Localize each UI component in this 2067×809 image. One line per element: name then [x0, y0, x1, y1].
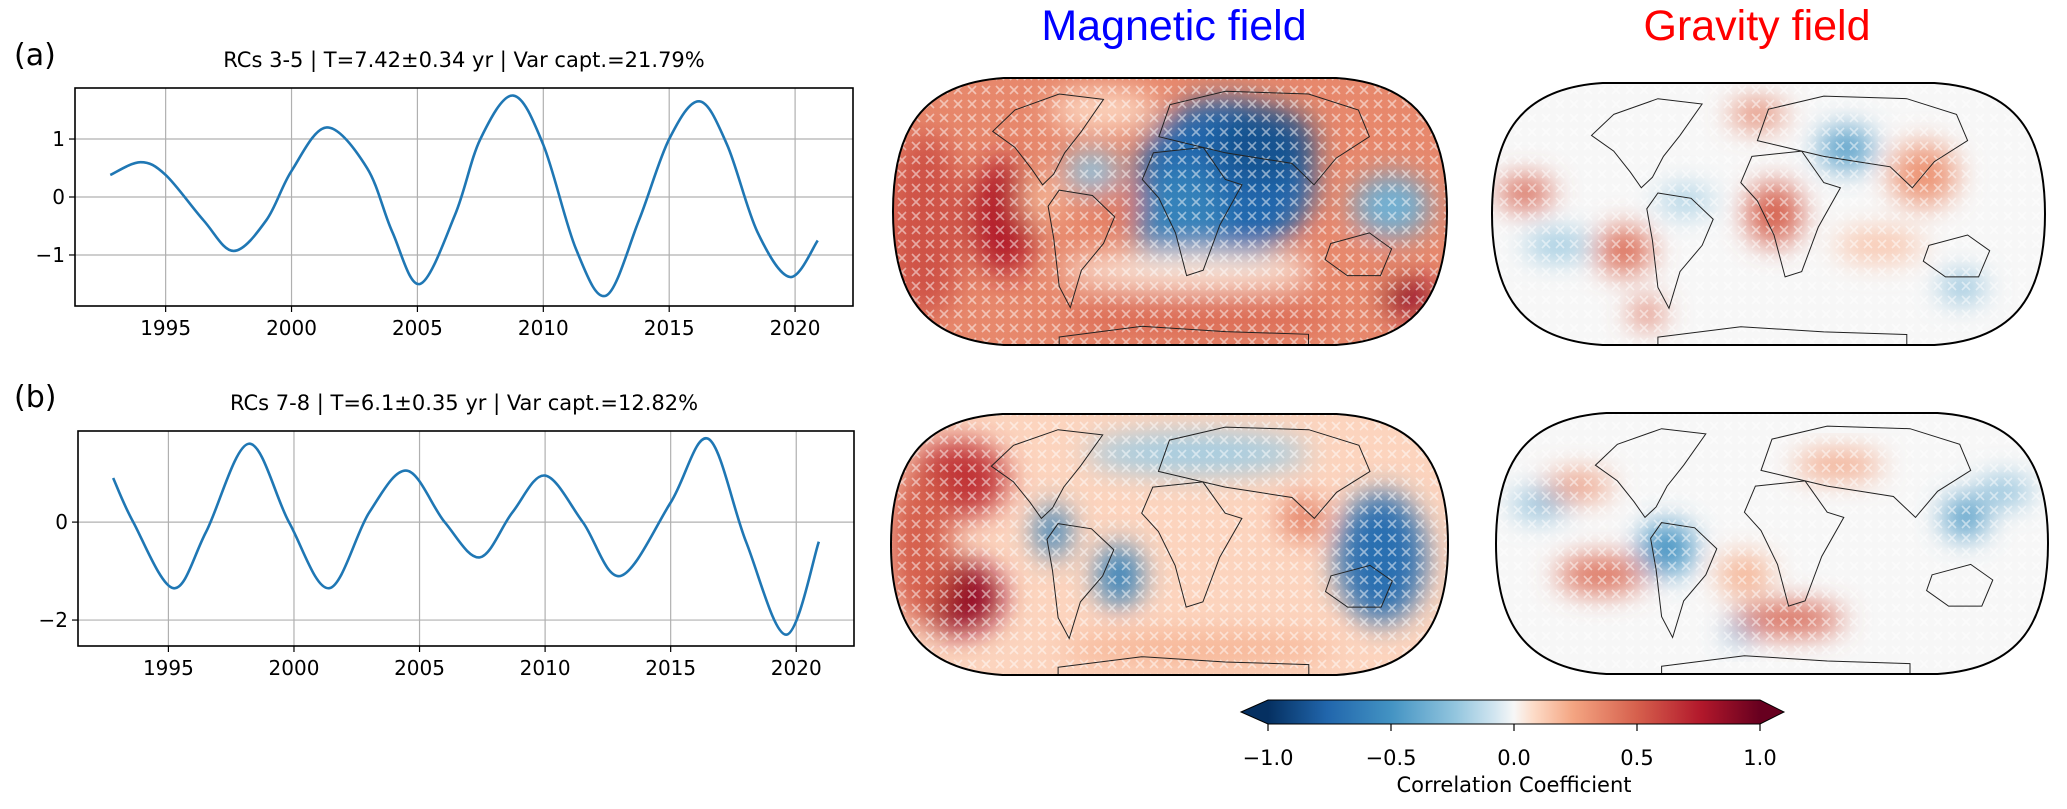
coastline: [1047, 189, 1116, 309]
x-tick-label: 2010: [520, 656, 571, 680]
x-tick-label: 2000: [266, 316, 317, 340]
x-tick-label: 2020: [771, 656, 822, 680]
colorbar-extend-high: [1760, 700, 1784, 724]
colorbar-tick-label: 0.5: [1620, 746, 1653, 770]
x-tick-label: 2015: [644, 316, 695, 340]
map-field: [1492, 83, 2045, 345]
line-plot-a: 1995 2000 2005 2010 2015 2020 −1 0 1: [36, 87, 854, 340]
map-field: [891, 414, 1448, 675]
map-outline: [889, 413, 1450, 676]
coastline: [1158, 90, 1371, 186]
coastline: [1324, 232, 1393, 277]
map-gravity-b: [1494, 412, 2050, 675]
y-tick-label: −2: [39, 608, 68, 632]
x-tick-label: 2010: [518, 316, 569, 340]
significance-hatching: [1496, 413, 2048, 674]
y-tick-label: 0: [55, 510, 68, 534]
y-tick-label: −1: [36, 243, 65, 267]
colorbar-tick-label: −1.0: [1243, 746, 1294, 770]
x-tick-label: 2020: [770, 316, 821, 340]
panel-label-b: (b): [14, 380, 57, 415]
y-tick-label: 0: [52, 185, 65, 209]
colorbar: −1.0 −0.5 0.0 0.5 1.0: [1239, 699, 1786, 770]
coastline: [1594, 428, 1707, 519]
coastline: [1650, 522, 1718, 639]
colorbar-tick-label: 0.0: [1497, 746, 1530, 770]
coastline: [1922, 234, 1991, 278]
coastline: [1661, 655, 1911, 674]
coastline: [1657, 326, 1908, 345]
coastline: [1141, 146, 1243, 277]
line-plot-b: 1995 2000 2005 2010 2015 2020 −2 0: [39, 430, 855, 680]
plot-frame: [77, 430, 855, 647]
colorbar-tick-label: 1.0: [1743, 746, 1776, 770]
map-field: [1496, 413, 2048, 674]
coastline: [1926, 563, 1994, 607]
x-tick-label: 1995: [143, 656, 194, 680]
colorbar-label: Correlation Coefficient: [1396, 773, 1632, 797]
map-gravity-a: [1490, 82, 2047, 346]
coastline: [1058, 325, 1309, 345]
coastline: [991, 93, 1105, 186]
map-field: [893, 78, 1447, 345]
colorbar-gradient: [1268, 700, 1760, 724]
series-line: [109, 94, 819, 298]
coastline: [1324, 564, 1393, 608]
coastline: [1046, 523, 1115, 640]
gravity-field-title: Gravity field: [1643, 2, 1871, 50]
colorbar-extend-low: [1241, 700, 1268, 724]
coastline: [1760, 425, 1972, 519]
significance-hatching: [1492, 83, 2045, 345]
x-tick-label: 2005: [394, 656, 445, 680]
coastline: [1646, 192, 1714, 310]
magnetic-field-title: Magnetic field: [1041, 2, 1307, 50]
map-outline: [1494, 412, 2050, 675]
coastline: [1740, 150, 1842, 278]
panel-label-a: (a): [14, 38, 56, 73]
significance-hatching: [893, 78, 1447, 345]
map-magnetic-a: [891, 77, 1449, 346]
x-tick-label: 2015: [645, 656, 696, 680]
map-outline: [1490, 82, 2047, 346]
x-tick-label: 2005: [392, 316, 443, 340]
y-tick-label: 1: [52, 127, 65, 151]
colorbar-tick-label: −0.5: [1366, 746, 1417, 770]
x-tick-label: 1995: [140, 316, 191, 340]
coastline: [1141, 481, 1243, 608]
coastline: [1157, 426, 1371, 520]
series-line: [111, 437, 821, 637]
coastline: [990, 429, 1104, 520]
significance-hatching: [891, 414, 1448, 675]
map-outline: [891, 77, 1449, 346]
panel-title-b: RCs 7-8 | T=6.1±0.35 yr | Var capt.=12.8…: [229, 391, 699, 415]
x-tick-label: 2000: [269, 656, 320, 680]
panel-title-a: RCs 3-5 | T=7.42±0.34 yr | Var capt.=21.…: [223, 48, 705, 72]
plot-frame: [74, 87, 854, 307]
coastline: [1743, 480, 1845, 607]
map-magnetic-b: [889, 413, 1450, 676]
coastline: [1756, 95, 1969, 189]
coastline: [1057, 656, 1310, 675]
coastline: [1590, 98, 1703, 189]
